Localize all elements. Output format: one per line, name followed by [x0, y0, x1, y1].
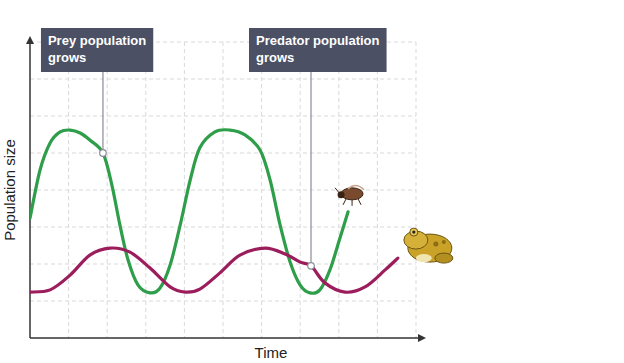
prey-icon: [335, 186, 364, 206]
annotation-line: Prey population: [48, 33, 146, 48]
annotation: Predator population grows: [249, 28, 387, 269]
annotation-text: Prey population grows: [48, 33, 146, 65]
y-axis-arrow: [26, 36, 34, 44]
annotation-line: Predator population: [256, 33, 380, 48]
frog-eye: [410, 228, 418, 236]
grid-line-y: [30, 227, 416, 228]
x-axis-arrow: [418, 334, 426, 342]
annotation-point: [308, 263, 315, 270]
frog-leg: [435, 253, 453, 263]
grid-line-y: [30, 301, 416, 302]
annotation-pointer: [310, 72, 311, 266]
x-axis: [30, 337, 420, 339]
annotation: Prey population grows: [41, 28, 153, 156]
frog-belly: [416, 254, 432, 262]
predator-icon: [404, 228, 453, 263]
frog-spot: [442, 240, 446, 244]
grid-line-y: [30, 264, 416, 265]
y-axis-label: Population size: [1, 139, 18, 241]
frog-pupil: [412, 230, 415, 233]
annotation-box: [41, 28, 153, 72]
annotations: Prey population grows Predator population g…: [41, 28, 387, 269]
frog-spot: [433, 242, 438, 247]
series-group: [30, 130, 398, 294]
x-axis-label: Time: [255, 344, 288, 361]
grid-line-y: [30, 116, 416, 117]
grid-line-y: [30, 153, 416, 154]
chart: TimePopulation sizePrey populationgrowsP…: [0, 0, 624, 363]
annotation-point: [100, 150, 107, 157]
grid-line-y: [30, 79, 416, 80]
annotation-box: [249, 28, 387, 72]
grid-line-x: [377, 42, 378, 338]
annotation-pointer: [102, 72, 103, 153]
bug-wing: [348, 186, 364, 190]
annotation-line: grows: [256, 50, 294, 65]
annotation-text: Predator population grows: [256, 33, 380, 65]
series-line: [30, 248, 398, 292]
annotation-line: grows: [48, 50, 86, 65]
grid: [30, 42, 416, 338]
bug-legs: [335, 188, 361, 206]
